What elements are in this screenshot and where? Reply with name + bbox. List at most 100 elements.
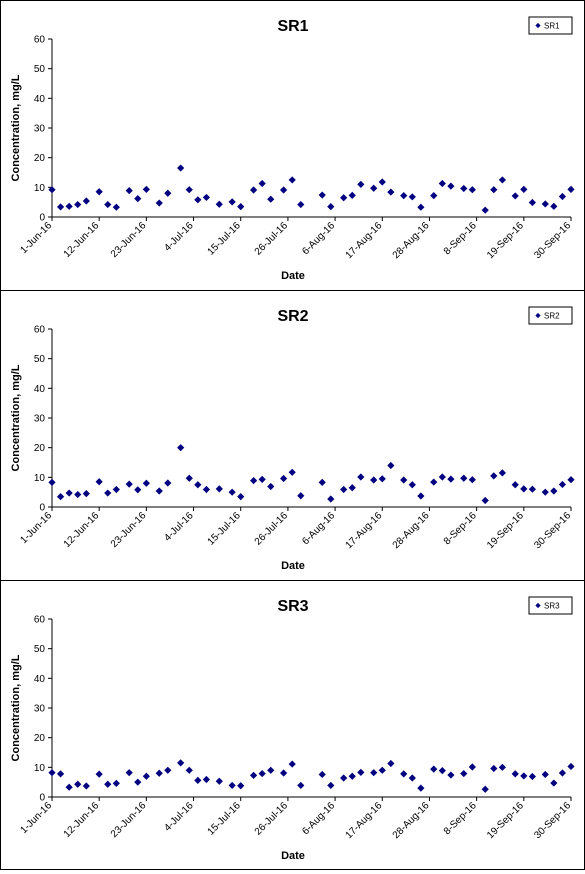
x-tick-label: 17-Aug-16 <box>344 220 385 261</box>
data-point <box>194 776 202 784</box>
data-point <box>417 203 425 211</box>
data-point <box>541 488 549 496</box>
x-tick-label: 28-Aug-16 <box>391 510 432 551</box>
x-tick-label: 6-Aug-16 <box>300 800 337 837</box>
data-point <box>438 766 446 775</box>
y-tick-label: 30 <box>34 124 46 135</box>
data-point <box>258 769 266 778</box>
data-point <box>567 476 575 484</box>
legend: SR1 <box>528 16 573 35</box>
data-point <box>511 481 519 489</box>
data-point <box>280 186 288 194</box>
data-point <box>348 484 356 492</box>
data-point <box>520 485 528 493</box>
legend-box <box>528 306 573 325</box>
data-point <box>164 479 172 487</box>
data-point <box>460 184 468 193</box>
y-tick-label: 50 <box>34 644 46 655</box>
chart-title: SR1 <box>277 18 308 35</box>
data-point <box>177 444 185 452</box>
data-point <box>387 188 395 196</box>
data-point <box>164 766 172 774</box>
data-point <box>550 487 558 495</box>
data-point <box>430 765 438 773</box>
data-point <box>297 492 305 500</box>
data-point <box>134 778 142 786</box>
chart-svg: SR3 0 10 20 30 40 50 60 1-Jun-16 12-Jun-16 23-Jun-… <box>10 596 575 862</box>
x-tick-label: 30-Sep-16 <box>532 800 573 841</box>
data-point <box>348 772 356 780</box>
data-point <box>215 200 223 208</box>
data-point <box>125 480 133 488</box>
data-point <box>327 495 335 503</box>
data-point <box>280 769 288 777</box>
x-tick-label: 30-Sep-16 <box>532 510 573 551</box>
data-point <box>65 783 73 791</box>
y-tick-label: 40 <box>34 384 46 395</box>
data-point <box>498 176 506 184</box>
data-point <box>74 780 82 788</box>
x-tick-label: 19-Sep-16 <box>485 220 526 261</box>
data-point <box>142 185 150 194</box>
data-point <box>520 772 528 780</box>
data-point <box>288 176 296 184</box>
y-tick-label: 60 <box>34 325 46 336</box>
legend-label: SR2 <box>544 312 560 321</box>
data-point <box>249 771 258 779</box>
x-tick-label: 28-Aug-16 <box>391 220 432 261</box>
x-tick-label: 17-Aug-16 <box>344 510 385 551</box>
data-point <box>82 782 90 790</box>
y-tick-label: 50 <box>34 64 46 75</box>
x-tick-label: 23-Jun-16 <box>109 510 149 550</box>
data-point <box>378 475 386 483</box>
data-point <box>460 769 468 778</box>
data-point <box>95 770 103 778</box>
data-point <box>297 781 305 790</box>
data-point <box>280 474 288 483</box>
data-point <box>125 769 133 777</box>
legend-label: SR1 <box>544 22 560 31</box>
x-tick-label: 23-Jun-16 <box>109 800 149 840</box>
data-point <box>177 759 185 767</box>
x-tick-label: 1-Jun-16 <box>18 510 54 546</box>
x-tick-label: 26-Jul-16 <box>253 510 291 548</box>
data-point <box>142 772 150 780</box>
y-tick-label: 40 <box>34 674 46 685</box>
data-point <box>490 764 498 773</box>
data-point <box>558 480 567 489</box>
data-point <box>550 779 558 787</box>
data-point <box>378 178 386 186</box>
chart-panel-sr3: SR3 0 10 20 30 40 50 60 1-Jun-16 12-Jun-16 23-Jun-… <box>0 580 585 870</box>
data-point <box>378 766 386 774</box>
data-point <box>468 186 476 194</box>
y-tick-label: 40 <box>34 94 46 105</box>
data-point <box>541 200 549 208</box>
data-point <box>202 485 211 494</box>
x-tick-label: 30-Sep-16 <box>532 220 573 261</box>
data-point <box>528 772 536 781</box>
data-point <box>48 478 56 486</box>
data-point <box>215 777 223 785</box>
data-point <box>48 186 56 194</box>
x-tick-label: 4-Jul-16 <box>162 800 196 834</box>
data-point <box>400 770 408 778</box>
data-point <box>417 492 425 500</box>
data-point <box>95 478 103 486</box>
chart-panel-sr1: SR1 0 10 20 30 40 50 60 1-Jun-16 12-Jun-16 23-Jun-… <box>0 0 585 291</box>
data-point <box>417 784 425 792</box>
data-point <box>142 479 150 487</box>
data-point <box>370 476 378 484</box>
y-tick-label: 30 <box>34 704 46 715</box>
y-tick-label: 0 <box>39 793 45 804</box>
data-point <box>348 191 356 199</box>
y-tick-label: 0 <box>39 213 45 224</box>
x-axis-label: Date <box>281 850 305 862</box>
data-point <box>65 202 73 210</box>
y-tick-label: 50 <box>34 354 46 365</box>
data-point <box>95 188 103 196</box>
data-point <box>74 200 82 209</box>
legend-marker <box>535 312 541 319</box>
data-point <box>202 775 211 784</box>
data-point <box>511 192 519 200</box>
data-point <box>228 781 236 790</box>
